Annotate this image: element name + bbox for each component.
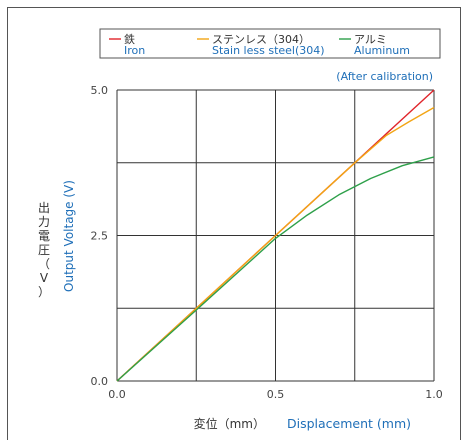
series-line-aluminum <box>116 156 435 382</box>
series-line-stain-less-steel-304- <box>116 106 435 382</box>
y-tick-label: 2.5 <box>91 230 109 243</box>
x-tick-label: 1.0 <box>425 388 443 401</box>
y-tick-label: 5.0 <box>91 84 109 97</box>
legend-box <box>99 28 441 59</box>
x-tick-label: 0.0 <box>108 388 126 401</box>
legend-label-en: Iron <box>124 44 145 57</box>
legend-label-en: Aluminum <box>354 44 410 57</box>
series-lines <box>116 89 435 382</box>
tick-labels: 0.0 0.5 1.0 0.0 2.5 5.0 <box>91 84 443 401</box>
annotation-label: (After calibration) <box>336 70 433 83</box>
x-tick-label: 0.5 <box>267 388 285 401</box>
y-axis-label-jp: 出力電圧（ V） <box>38 201 50 299</box>
y-tick-label: 0.0 <box>91 375 109 388</box>
x-axis-label-en: Displacement (mm) <box>287 416 411 431</box>
chart-frame <box>7 7 461 440</box>
legend-label-jp: ステンレス（304） <box>212 33 310 46</box>
x-axis-label-jp: 変位（mm） <box>194 416 265 431</box>
legend-label-jp: 鉄 <box>124 32 135 46</box>
legend-label-jp: アルミ <box>354 33 387 46</box>
legend-label-en: Stain less steel(304) <box>212 44 325 57</box>
y-axis-label-en: Output Voltage (V) <box>62 180 76 292</box>
